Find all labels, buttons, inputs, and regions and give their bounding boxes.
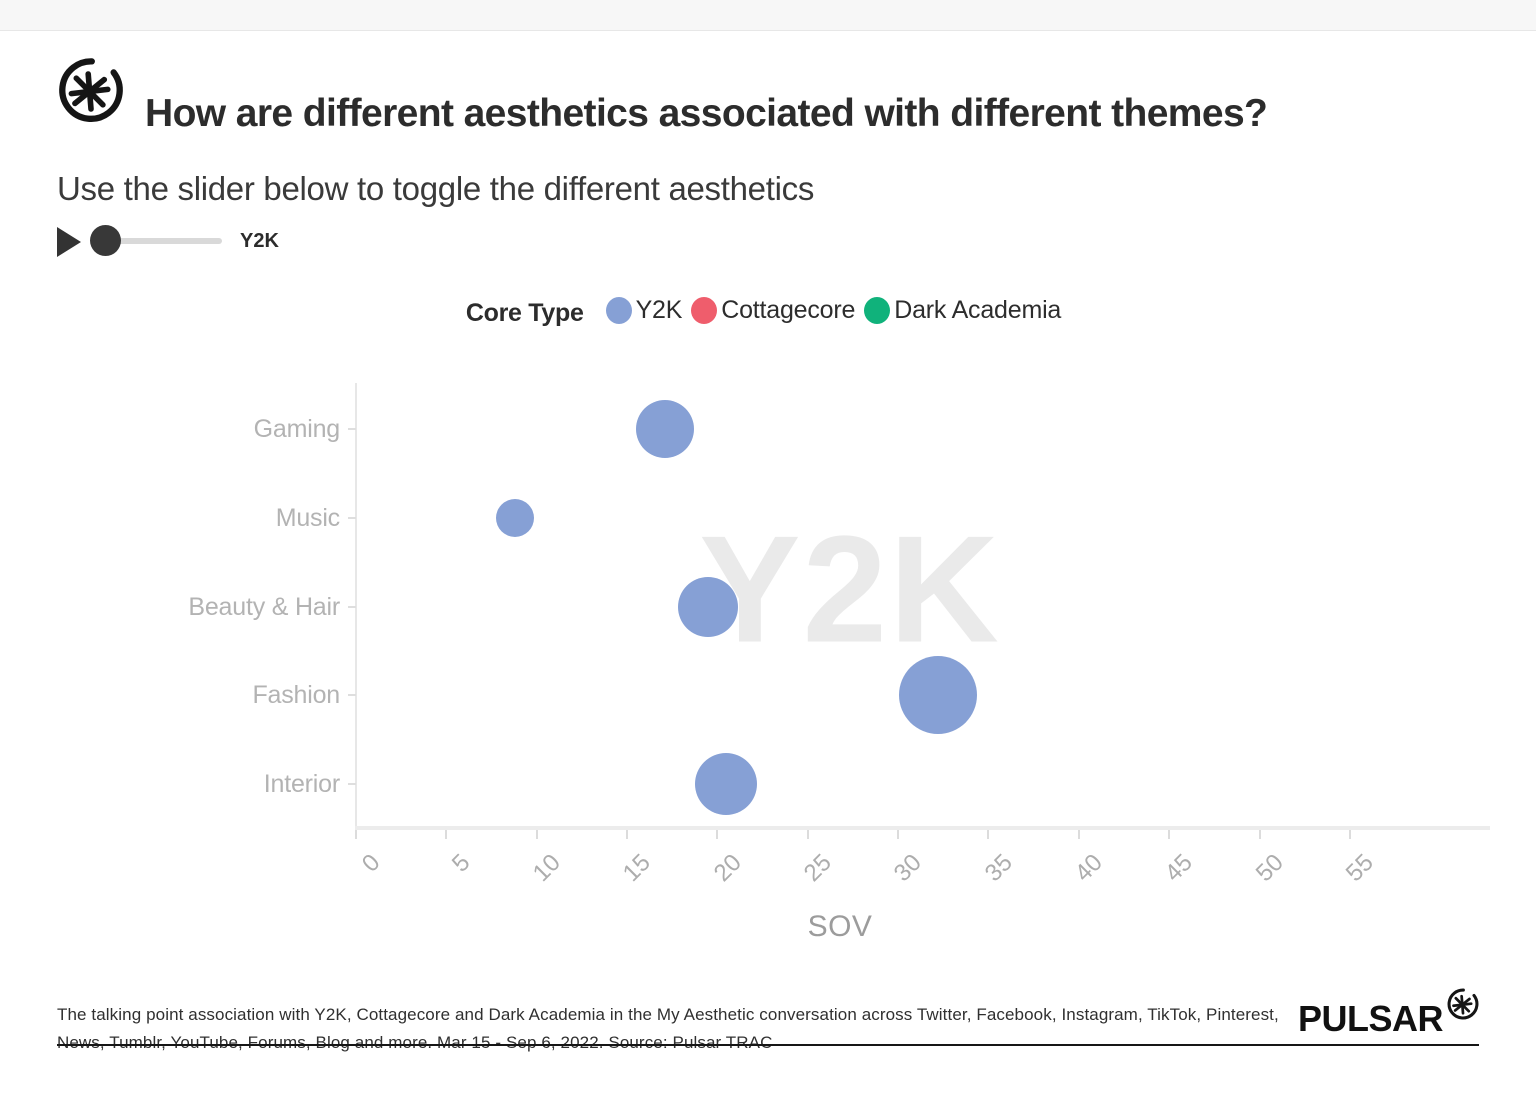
y-axis-tick	[348, 428, 356, 430]
chart-watermark: Y2K	[699, 504, 1001, 675]
legend-swatch	[864, 296, 891, 324]
y-axis-tick	[348, 516, 356, 519]
legend-item-dark-academia[interactable]: Dark Academia	[864, 296, 1061, 325]
x-axis-tick-label: 35	[979, 849, 1018, 887]
y-axis-tick	[348, 605, 356, 608]
bubble-interior[interactable]	[695, 753, 758, 815]
x-axis-tick	[806, 830, 809, 839]
x-axis-tick	[445, 830, 448, 839]
x-axis-tick	[897, 830, 900, 839]
x-axis-tick	[1168, 830, 1171, 839]
legend-item-y2k[interactable]: Y2K	[605, 295, 683, 325]
x-axis-tick	[535, 830, 538, 839]
top-strip	[0, 0, 1536, 31]
pulsar-mark-icon	[1447, 988, 1479, 1020]
y-axis-category-label: Beauty & Hair	[188, 592, 340, 621]
x-axis-tick	[355, 830, 357, 839]
legend-item-label: Y2K	[635, 295, 683, 324]
y-axis-category-label: Interior	[263, 770, 340, 798]
pulsar-mark-icon	[59, 58, 123, 122]
legend-item-label: Cottagecore	[721, 295, 856, 324]
x-axis-tick-label: 45	[1160, 849, 1199, 887]
x-axis-tick-label: 10	[527, 849, 566, 887]
slider-track[interactable]	[104, 238, 222, 244]
x-axis-tick	[1258, 830, 1261, 839]
y-axis-line	[355, 383, 357, 829]
x-axis-tick	[987, 830, 990, 839]
x-axis-tick-label: 30	[889, 849, 928, 887]
legend-items: Y2K Cottagecore Dark Academia	[605, 295, 1071, 331]
source-note: The talking point association with Y2K, …	[57, 1005, 1279, 1052]
slider-knob[interactable]	[90, 225, 121, 256]
pulsar-wordmark: PULSAR	[1297, 998, 1444, 1039]
bubble-gaming[interactable]	[635, 400, 694, 458]
x-axis-line	[355, 826, 1490, 830]
y-axis-tick	[348, 694, 356, 697]
bubble-beauty-hair[interactable]	[678, 576, 739, 637]
x-axis-tick-label: 15	[618, 849, 657, 887]
bubble-music[interactable]	[496, 498, 535, 537]
y-axis-tick	[348, 783, 356, 785]
legend-swatch	[605, 296, 632, 324]
play-button[interactable]	[57, 227, 81, 257]
y-axis-category-label: Music	[275, 503, 340, 532]
y-axis-category-label: Gaming	[253, 415, 341, 443]
x-axis-tick-label: 25	[798, 849, 837, 887]
x-axis-title: SOV	[807, 910, 873, 943]
x-axis-tick	[1077, 830, 1080, 839]
chart-legend: Core Type Y2K Cottagecore Dark Academia	[0, 296, 1536, 330]
pulsar-logo: PULSAR	[1298, 986, 1480, 1040]
x-axis-tick	[1348, 830, 1351, 839]
page-subtitle: Use the slider below to toggle the diffe…	[57, 170, 815, 207]
page-title: How are different aesthetics associated …	[145, 92, 1268, 136]
legend-item-label: Dark Academia	[894, 295, 1062, 324]
x-axis-tick-label: 55	[1340, 849, 1379, 887]
x-axis-tick-label: 0	[356, 849, 386, 878]
x-axis-tick-label: 20	[708, 849, 747, 887]
x-axis-tick	[716, 830, 719, 839]
x-axis-tick-label: 5	[446, 849, 476, 878]
x-axis-tick-label: 50	[1250, 849, 1289, 887]
legend-title: Core Type	[465, 298, 584, 327]
y-axis-category-label: Fashion	[252, 681, 340, 710]
x-axis-tick	[626, 830, 629, 839]
footer-rule	[57, 1044, 1479, 1046]
bubble-fashion[interactable]	[898, 656, 977, 735]
slider-value-label: Y2K	[240, 230, 279, 252]
legend-item-cottagecore[interactable]: Cottagecore	[691, 296, 855, 325]
x-axis-tick-label: 40	[1069, 849, 1108, 887]
legend-swatch	[691, 296, 718, 324]
